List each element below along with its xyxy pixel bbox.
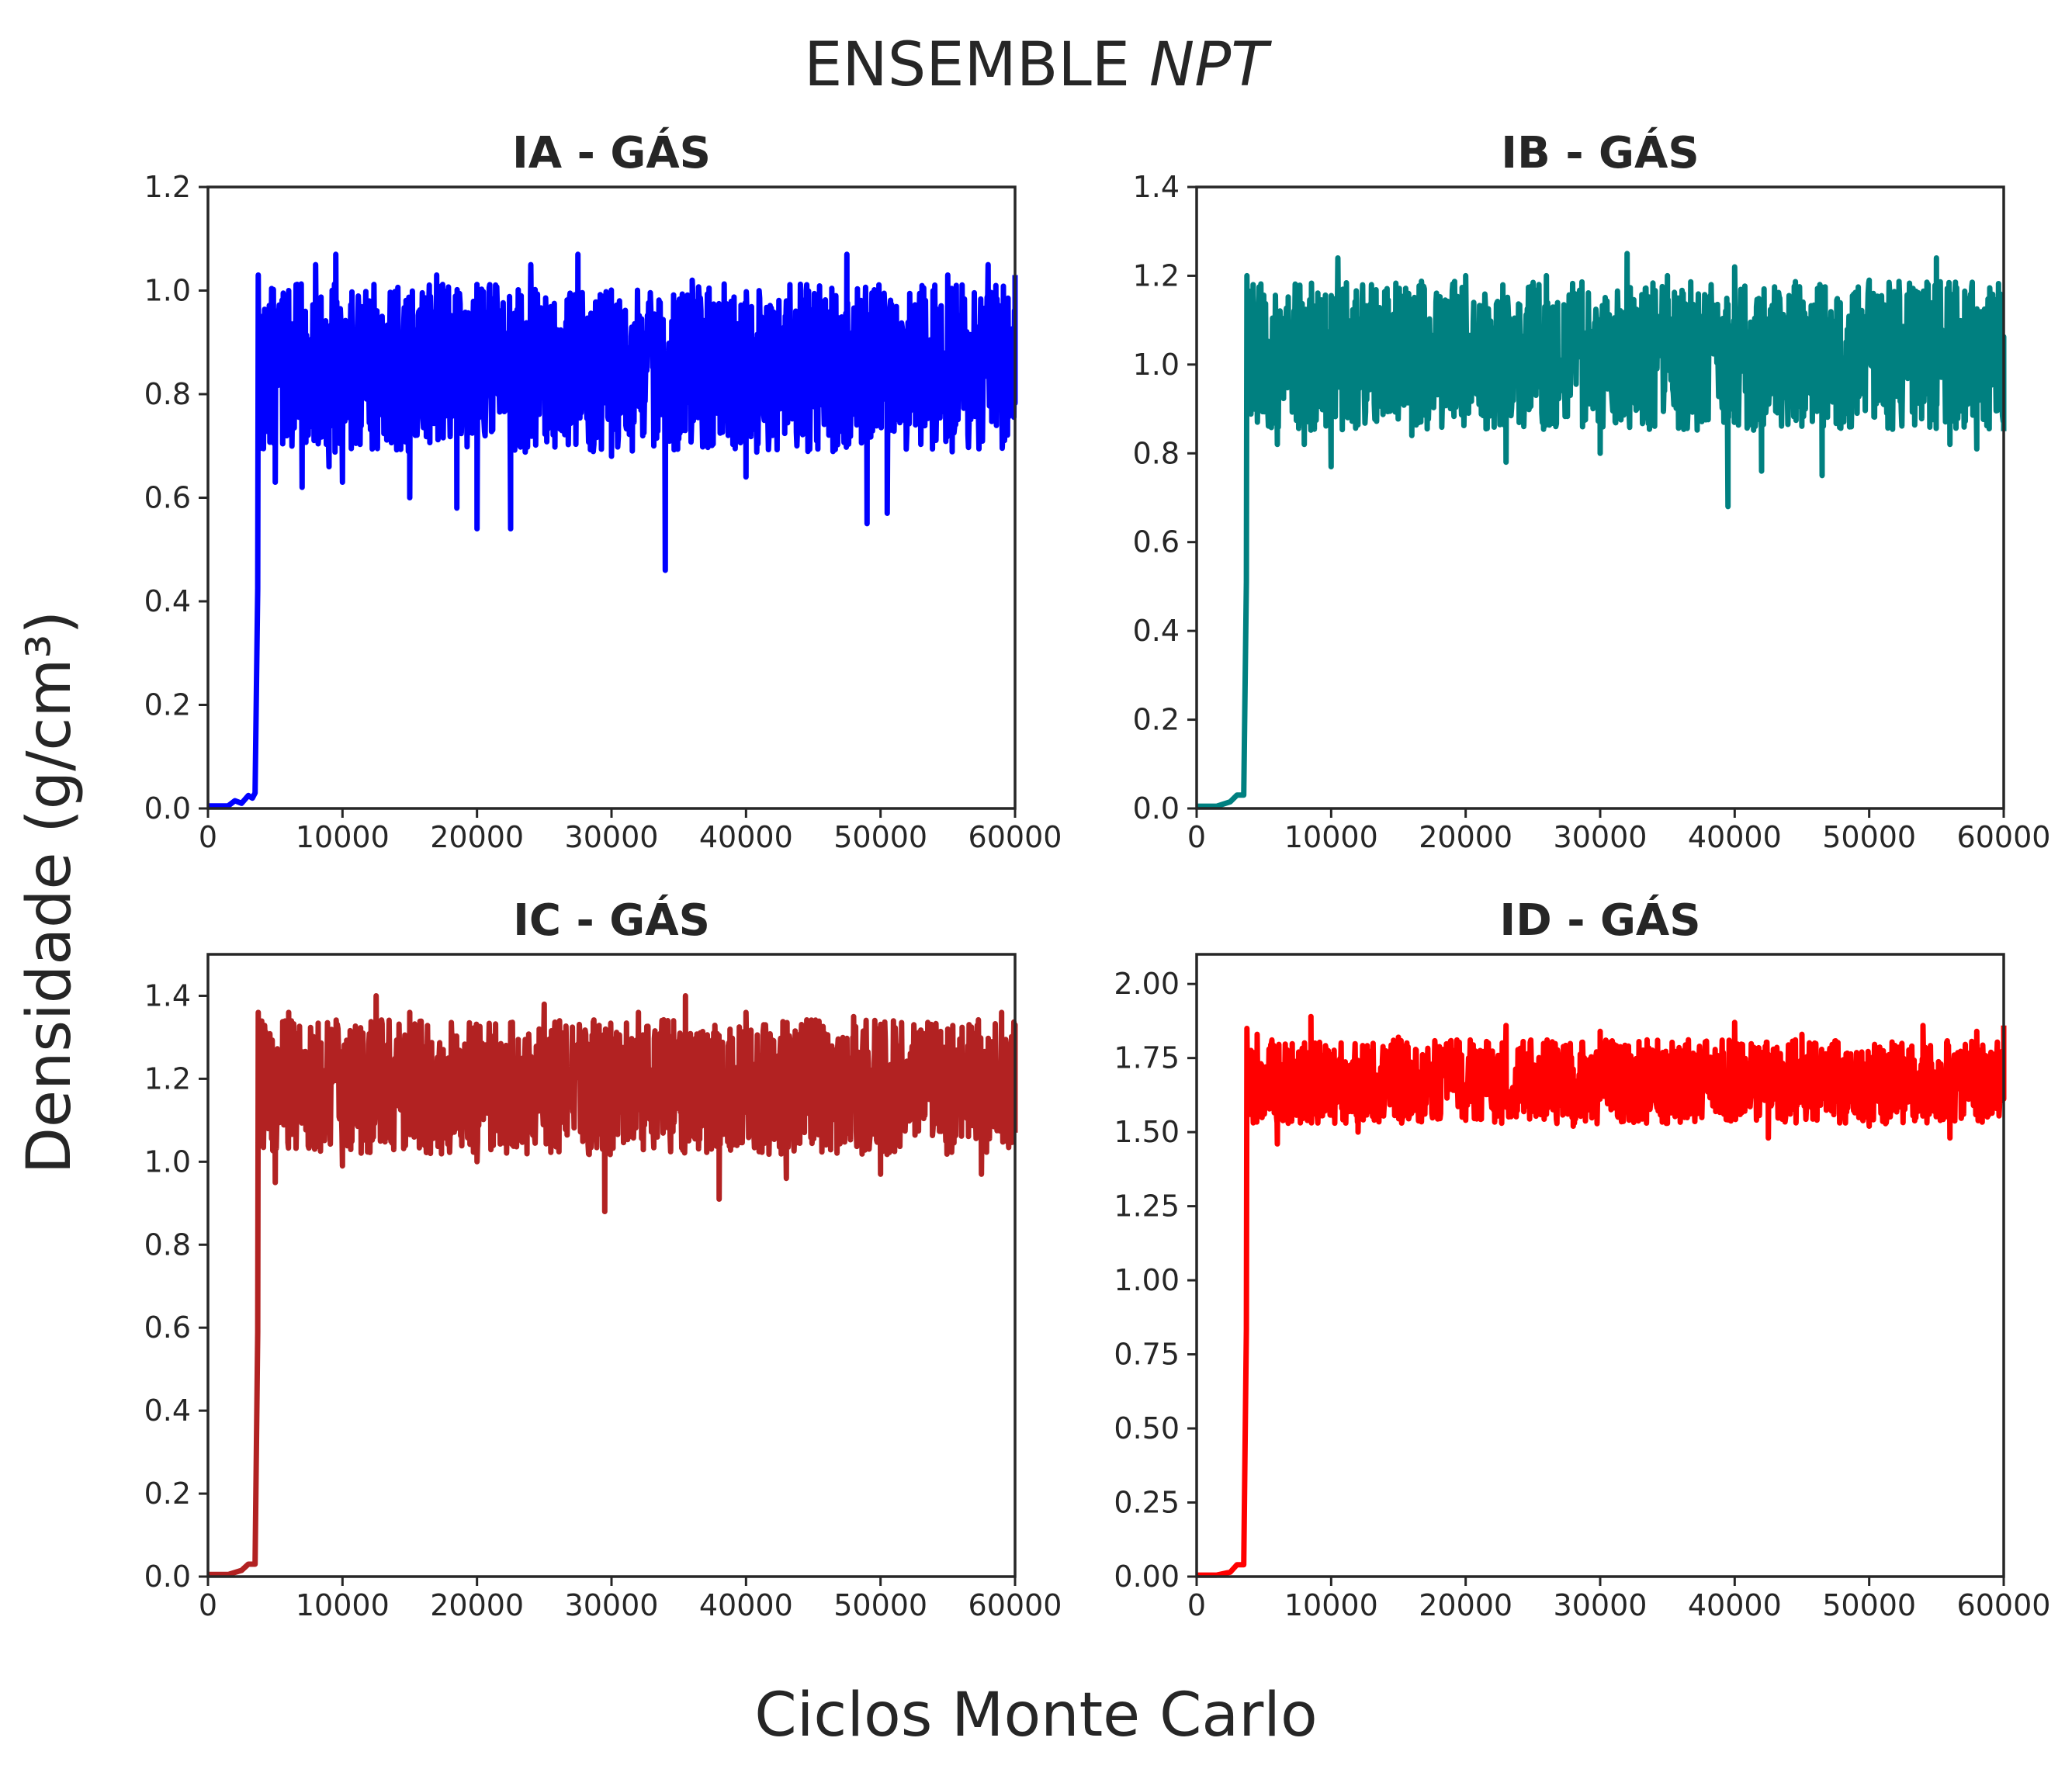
id-x-tick-label: 10000 xyxy=(1284,1588,1378,1622)
ic-x-tick-label: 50000 xyxy=(833,1588,927,1622)
id-y-tick-label: 1.50 xyxy=(1114,1115,1180,1149)
ib-x-tick-label: 50000 xyxy=(1822,820,1916,854)
ib-x-tick-label: 30000 xyxy=(1554,820,1648,854)
panel-id: 0 10000 20000 30000 40000 50000 60000 0.00 0.25 0… xyxy=(1114,895,2050,1622)
ib-x-tick-label: 60000 xyxy=(1957,820,2051,854)
figure-title-prefix: ENSEMBLE xyxy=(804,30,1149,100)
ic-x-tick-label: 20000 xyxy=(430,1588,524,1622)
ic-y-tick-label: 0.2 xyxy=(144,1476,191,1511)
ia-y-tick-label: 0.0 xyxy=(144,791,191,826)
ib-y-tick-label: 0.0 xyxy=(1133,791,1180,826)
id-y-tick-label: 0.25 xyxy=(1114,1486,1180,1520)
ib-series-line xyxy=(1197,251,2007,809)
ib-x-tick-label: 0 xyxy=(1187,820,1206,854)
ic-x-tick-label: 60000 xyxy=(968,1588,1062,1622)
ia-x-tick-label: 30000 xyxy=(565,820,659,854)
x-axis-label: Ciclos Monte Carlo xyxy=(754,1681,1317,1750)
ib-y-tick-label: 0.6 xyxy=(1133,525,1180,559)
ia-x-tick-label: 60000 xyxy=(968,820,1062,854)
ic-x-tick-label: 0 xyxy=(199,1588,217,1622)
ic-y-tick-label: 0.6 xyxy=(144,1310,191,1345)
id-axes-frame xyxy=(1195,953,2005,1578)
y-axis-label: Densidade (g/cm³) xyxy=(15,611,85,1174)
ia-x-tick-label: 0 xyxy=(199,820,217,854)
ib-y-tick-label: 0.2 xyxy=(1133,703,1180,737)
ia-panel-title: IA - GÁS xyxy=(512,128,711,178)
ic-y-tick-label: 1.2 xyxy=(144,1061,191,1096)
id-y-tick-label: 1.25 xyxy=(1114,1189,1180,1224)
id-y-tick-label: 2.00 xyxy=(1114,967,1180,1001)
id-x-tick-label: 0 xyxy=(1187,1588,1206,1622)
ib-y-tick-label: 1.2 xyxy=(1133,258,1180,293)
figure-title: ENSEMBLE NPT xyxy=(804,30,1272,100)
id-y-tick-label: 0.75 xyxy=(1114,1338,1180,1372)
figure-title-italic: NPT xyxy=(1149,30,1272,100)
ic-y-tick-label: 0.0 xyxy=(144,1560,191,1594)
ic-panel-title: IC - GÁS xyxy=(513,895,710,946)
ic-x-tick-label: 10000 xyxy=(296,1588,390,1622)
panel-ib: 0 10000 20000 30000 40000 50000 60000 0.0 0.2 0.4… xyxy=(1133,128,2051,854)
id-x-tick-label: 40000 xyxy=(1688,1588,1782,1622)
ia-x-tick-label: 40000 xyxy=(699,820,793,854)
ic-y-tick-label: 0.8 xyxy=(144,1227,191,1262)
id-y-tick-label: 1.75 xyxy=(1114,1041,1180,1075)
id-panel-title: ID - GÁS xyxy=(1499,895,1700,946)
id-y-tick-label: 1.00 xyxy=(1114,1263,1180,1297)
ic-y-tick-label: 0.4 xyxy=(144,1393,191,1428)
ic-series-line xyxy=(208,993,1018,1577)
ib-axes-frame xyxy=(1195,185,2005,810)
ic-y-tick-label: 1.0 xyxy=(144,1144,191,1179)
ib-x-tick-label: 20000 xyxy=(1419,820,1512,854)
ic-x-tick-label: 40000 xyxy=(699,1588,793,1622)
ia-x-tick-label: 20000 xyxy=(430,820,524,854)
ia-y-tick-label: 1.0 xyxy=(144,274,191,308)
ia-series-line xyxy=(208,251,1018,809)
id-series-line xyxy=(1197,1013,2007,1578)
ia-y-tick-label: 1.2 xyxy=(144,170,191,204)
id-y-tick-label: 0.00 xyxy=(1114,1560,1180,1594)
id-x-tick-label: 50000 xyxy=(1822,1588,1916,1622)
ic-axes-frame xyxy=(206,953,1017,1578)
id-y-tick-label: 0.50 xyxy=(1114,1411,1180,1445)
ia-y-tick-label: 0.2 xyxy=(144,688,191,722)
ib-x-tick-label: 10000 xyxy=(1284,820,1378,854)
ib-y-tick-label: 0.8 xyxy=(1133,436,1180,470)
ib-panel-title: IB - GÁS xyxy=(1501,128,1699,178)
ia-axes-frame xyxy=(206,185,1017,810)
ib-x-tick-label: 40000 xyxy=(1688,820,1782,854)
ib-y-tick-label: 1.4 xyxy=(1133,170,1180,204)
ia-x-tick-label: 50000 xyxy=(833,820,927,854)
panel-ia: 0 10000 20000 30000 40000 50000 60000 0.0 0.2 0.4… xyxy=(144,128,1062,854)
id-x-tick-label: 20000 xyxy=(1419,1588,1512,1622)
ia-y-tick-label: 0.4 xyxy=(144,584,191,618)
id-x-tick-label: 60000 xyxy=(1957,1588,2051,1622)
panel-ic: 0 10000 20000 30000 40000 50000 60000 0.0 0.2 0.4… xyxy=(144,895,1062,1622)
ib-y-tick-label: 1.0 xyxy=(1133,348,1180,382)
ic-y-tick-label: 1.4 xyxy=(144,978,191,1013)
ib-y-tick-label: 0.4 xyxy=(1133,614,1180,648)
id-x-tick-label: 30000 xyxy=(1554,1588,1648,1622)
ia-x-tick-label: 10000 xyxy=(296,820,390,854)
ia-y-tick-label: 0.8 xyxy=(144,377,191,411)
ic-x-tick-label: 30000 xyxy=(565,1588,659,1622)
ia-y-tick-label: 0.6 xyxy=(144,481,191,515)
